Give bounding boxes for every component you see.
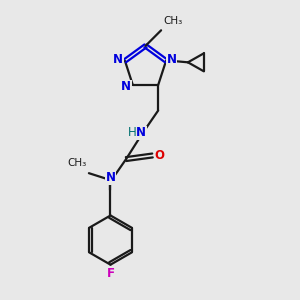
- Text: O: O: [154, 149, 164, 162]
- Text: N: N: [106, 172, 116, 184]
- Text: F: F: [106, 267, 115, 280]
- Text: H: H: [128, 127, 137, 140]
- Text: CH₃: CH₃: [67, 158, 86, 168]
- Text: N: N: [113, 53, 123, 66]
- Text: N: N: [121, 80, 131, 93]
- Text: N: N: [167, 52, 176, 65]
- Text: CH₃: CH₃: [164, 16, 183, 26]
- Text: N: N: [136, 127, 146, 140]
